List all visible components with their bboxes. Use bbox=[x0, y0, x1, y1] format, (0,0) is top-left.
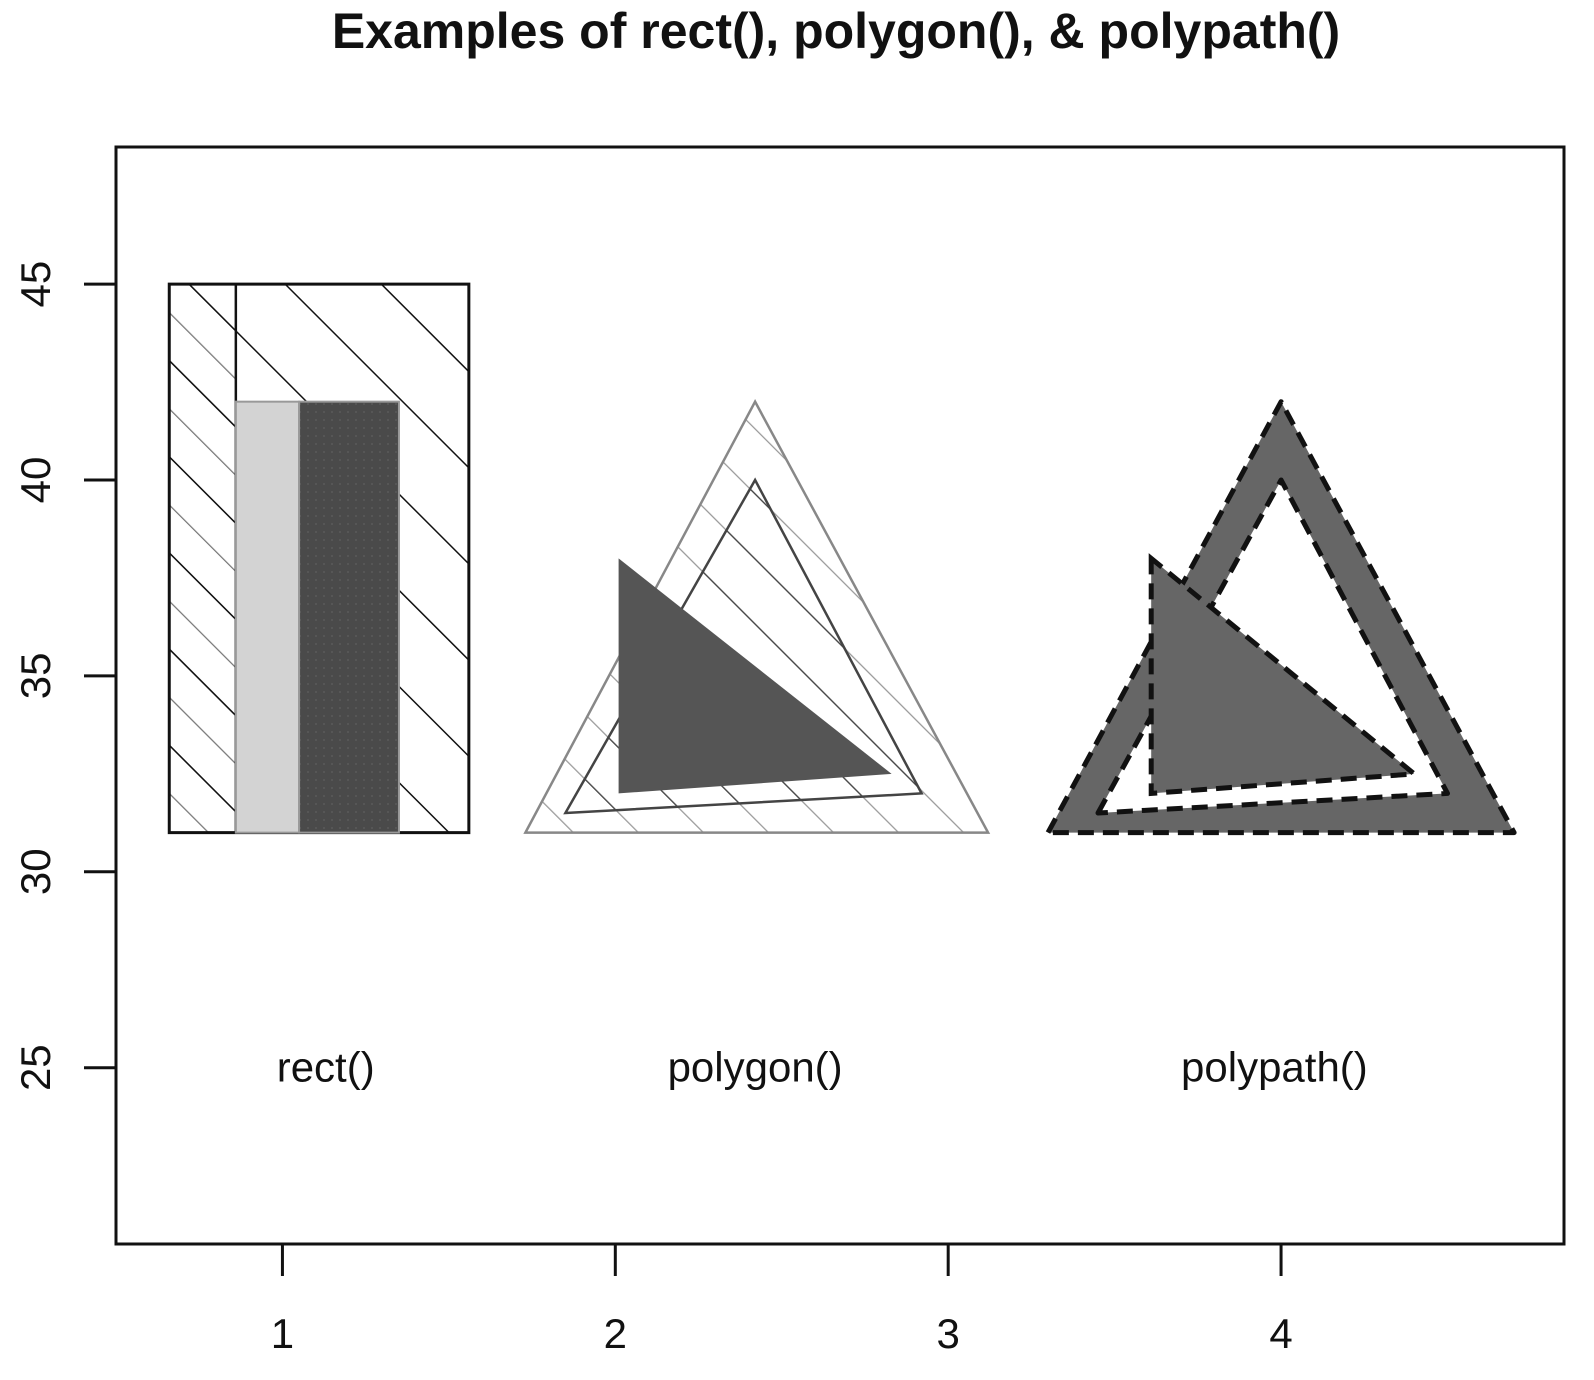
x-tick-label: 4 bbox=[1269, 1310, 1292, 1357]
y-tick-label: 45 bbox=[12, 261, 59, 308]
y-tick-label: 40 bbox=[12, 457, 59, 504]
y-tick-label: 30 bbox=[12, 848, 59, 895]
x-tick-label: 2 bbox=[604, 1310, 627, 1357]
polygon-filled-triangle bbox=[618, 558, 892, 794]
x-tick-label: 3 bbox=[937, 1310, 960, 1357]
polypath-inner-triangle bbox=[1148, 553, 1421, 797]
rect-light-bar bbox=[234, 400, 301, 834]
annotation-label: polygon() bbox=[668, 1044, 843, 1091]
chart-title: Examples of rect(), polygon(), & polypat… bbox=[332, 3, 1340, 59]
x-tick-label: 1 bbox=[271, 1310, 294, 1357]
plot-frame bbox=[114, 145, 1566, 1246]
rect-dark-bar bbox=[298, 400, 400, 834]
y-tick-label: 35 bbox=[12, 653, 59, 700]
plot-shapes bbox=[167, 282, 1517, 836]
annotation-label: rect() bbox=[277, 1044, 375, 1091]
y-tick-label: 25 bbox=[12, 1044, 59, 1091]
annotation-labels: rect() polygon() polypath() bbox=[277, 1044, 1368, 1091]
annotation-label: polypath() bbox=[1181, 1044, 1368, 1091]
